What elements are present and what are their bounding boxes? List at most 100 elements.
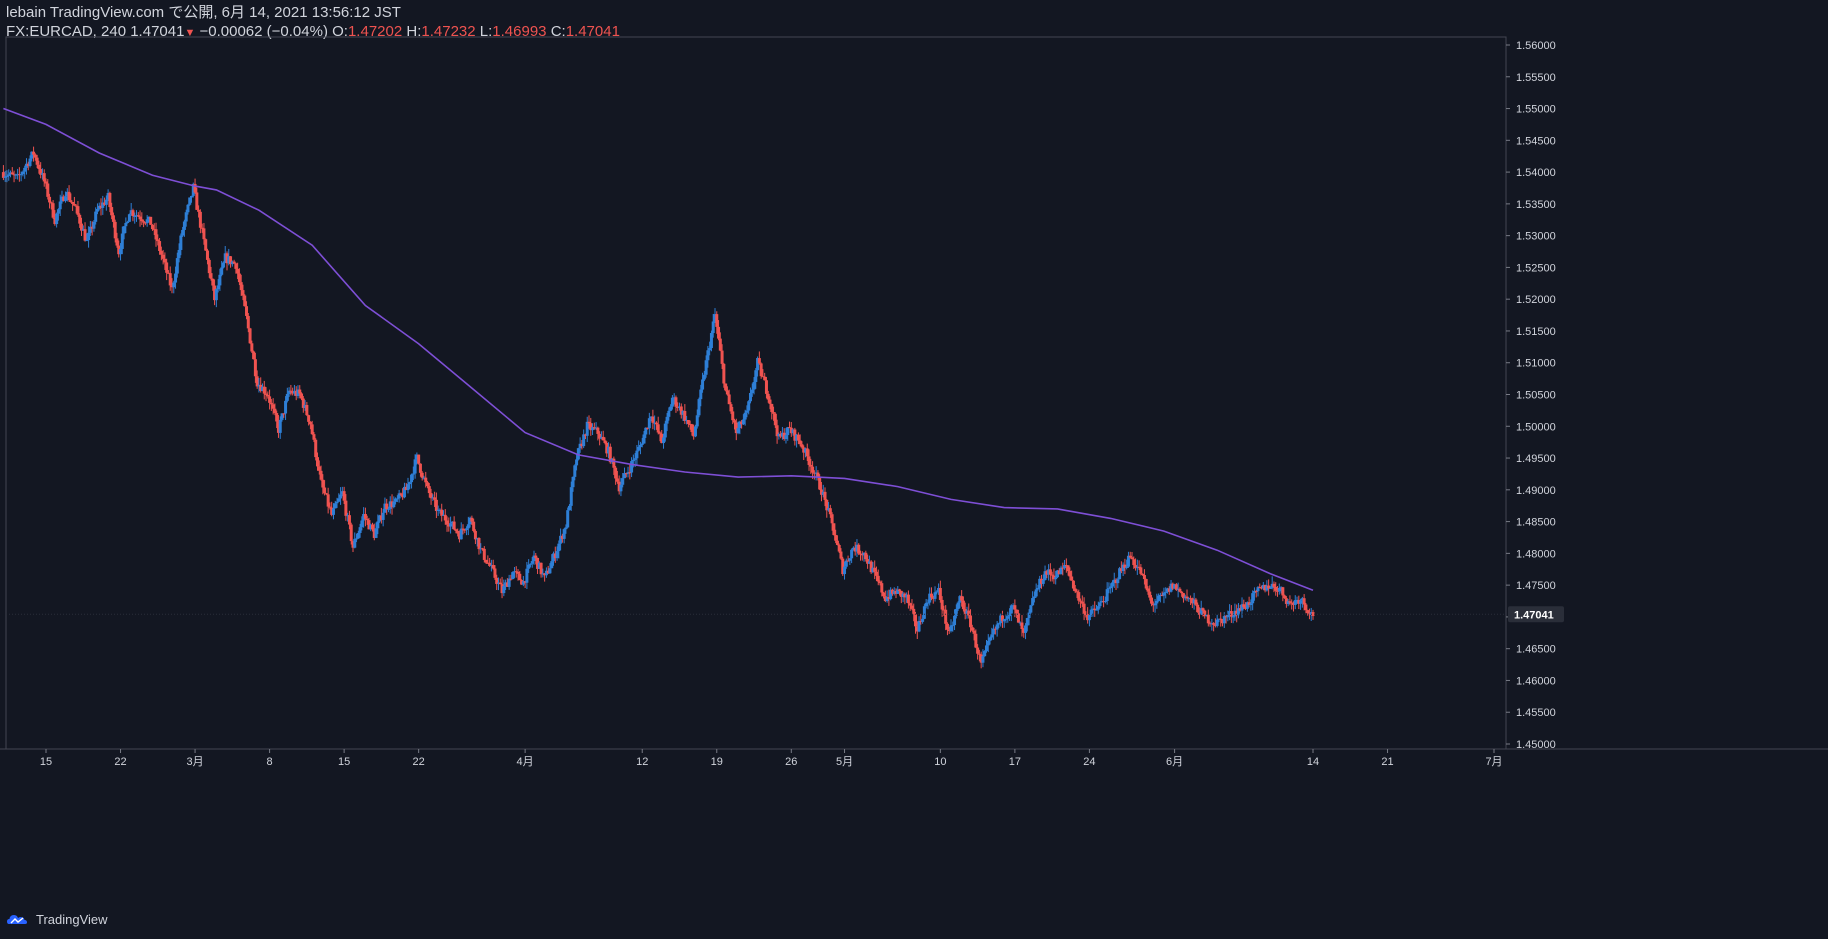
candle-body [266,394,270,397]
candle-body [51,203,55,218]
candle-body [143,222,147,224]
candle-body [1079,600,1083,602]
candle-body [527,564,531,569]
candle-body [622,473,626,479]
candle-body [557,543,561,552]
candle-body [871,567,875,573]
high-label: H: [406,23,422,40]
candle-body [111,215,115,222]
candle-body [725,390,729,395]
candle-body [390,501,394,508]
candle-body [702,374,706,380]
candle-body [619,484,623,492]
candle-body [101,202,105,208]
candle-body [271,404,275,409]
candle-body [915,626,919,632]
candle-body [372,529,376,538]
candle-body [812,472,816,474]
candle-body [1036,587,1040,590]
candle-body [1095,609,1099,611]
candle-body [188,197,192,205]
candle-body [174,273,178,283]
candle-body [839,551,843,559]
candle-body [328,506,332,508]
candle-body [1256,587,1260,592]
candle-body [1197,612,1201,615]
candle-body [1212,623,1216,625]
price-chart[interactable]: 1.450001.455001.460001.465001.470001.475… [0,0,1828,910]
candle-body [1040,578,1043,584]
candle-body [1201,608,1205,611]
candle-body [108,192,112,208]
candle-body [285,393,289,401]
candle-body [90,226,94,229]
candle-body [576,448,580,460]
candle-body [969,615,973,628]
candle-body [410,474,414,483]
candle-body [1096,606,1100,610]
candle-body [729,404,733,412]
candle-body [1054,577,1058,580]
candle-body [342,491,346,501]
candle-body [1109,586,1113,589]
candle-body [534,555,538,558]
candle-body [1103,601,1107,603]
candle-body [676,406,680,409]
candle-body [528,563,532,565]
candle-body [40,173,44,175]
candle-body [660,433,664,444]
candle-body [1267,585,1271,589]
candle-body [165,262,169,273]
candle-body [298,389,302,394]
candle-body [124,222,128,227]
candle-body [23,167,27,172]
candle-body [1055,570,1059,578]
candle-body [544,570,548,576]
candle-body [1180,591,1184,594]
candle-body [500,584,504,594]
candle-body [768,399,772,404]
candle-body [1190,598,1194,604]
candle-body [1252,590,1256,594]
candle-body [1151,603,1155,606]
candle-body [85,240,89,242]
candle-body [486,562,490,564]
candle-body [601,436,605,441]
close-label: C: [550,23,566,40]
candle-body [731,411,735,421]
candle-body [1130,557,1134,560]
candle-body [1034,589,1038,597]
candle-body [961,600,965,610]
candle-body [264,393,268,395]
candle-body [37,164,41,170]
candle-body [890,589,894,594]
candle-body [1008,613,1012,617]
candle-body [131,210,135,217]
candle-body [1126,555,1130,567]
candle-body [202,228,206,240]
candle-body [1196,604,1200,613]
candle-body [761,376,765,378]
candle-body [1226,614,1230,618]
candle-body [294,390,298,396]
candle-body [512,571,516,573]
candle-body [438,509,442,511]
candle-body [1244,607,1248,609]
candle-body [1119,568,1123,572]
candle-body [1025,618,1029,626]
low-value: 1.46993 [492,23,547,40]
candle-body [495,577,499,584]
candle-body [273,408,277,414]
candle-body [1082,603,1086,615]
candle-body [1107,588,1111,590]
candle-body [580,443,584,447]
x-tick-label: 14 [1307,756,1319,768]
candle-body [997,623,1001,625]
candle-body [53,217,57,225]
candle-body [1064,565,1068,567]
candle-body [876,575,880,582]
candle-body [138,216,142,220]
candle-body [770,403,774,413]
candle-body [115,238,119,246]
candle-body [48,196,52,203]
